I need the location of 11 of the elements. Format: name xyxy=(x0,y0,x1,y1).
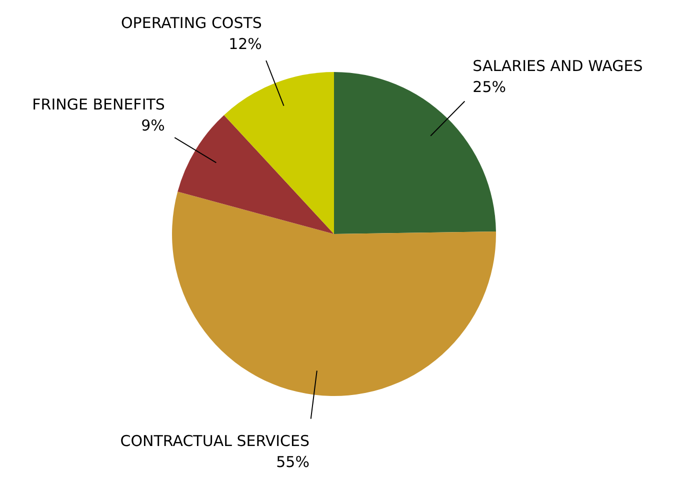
pie-slice xyxy=(178,115,334,234)
data-label: 25% xyxy=(472,78,506,96)
pie-slice xyxy=(172,192,496,396)
slice-label: CONTRACTUAL SERVICES xyxy=(120,432,310,450)
slice-label: FRINGE BENEFITS xyxy=(32,96,165,114)
slice-label: SALARIES AND WAGES xyxy=(472,57,643,76)
data-label: 55% xyxy=(276,453,310,472)
pie-slice xyxy=(224,72,334,234)
data-label: 9% xyxy=(141,116,165,135)
slice-label: OPERATING COSTS xyxy=(120,14,262,32)
data-label: 12% xyxy=(228,34,262,53)
